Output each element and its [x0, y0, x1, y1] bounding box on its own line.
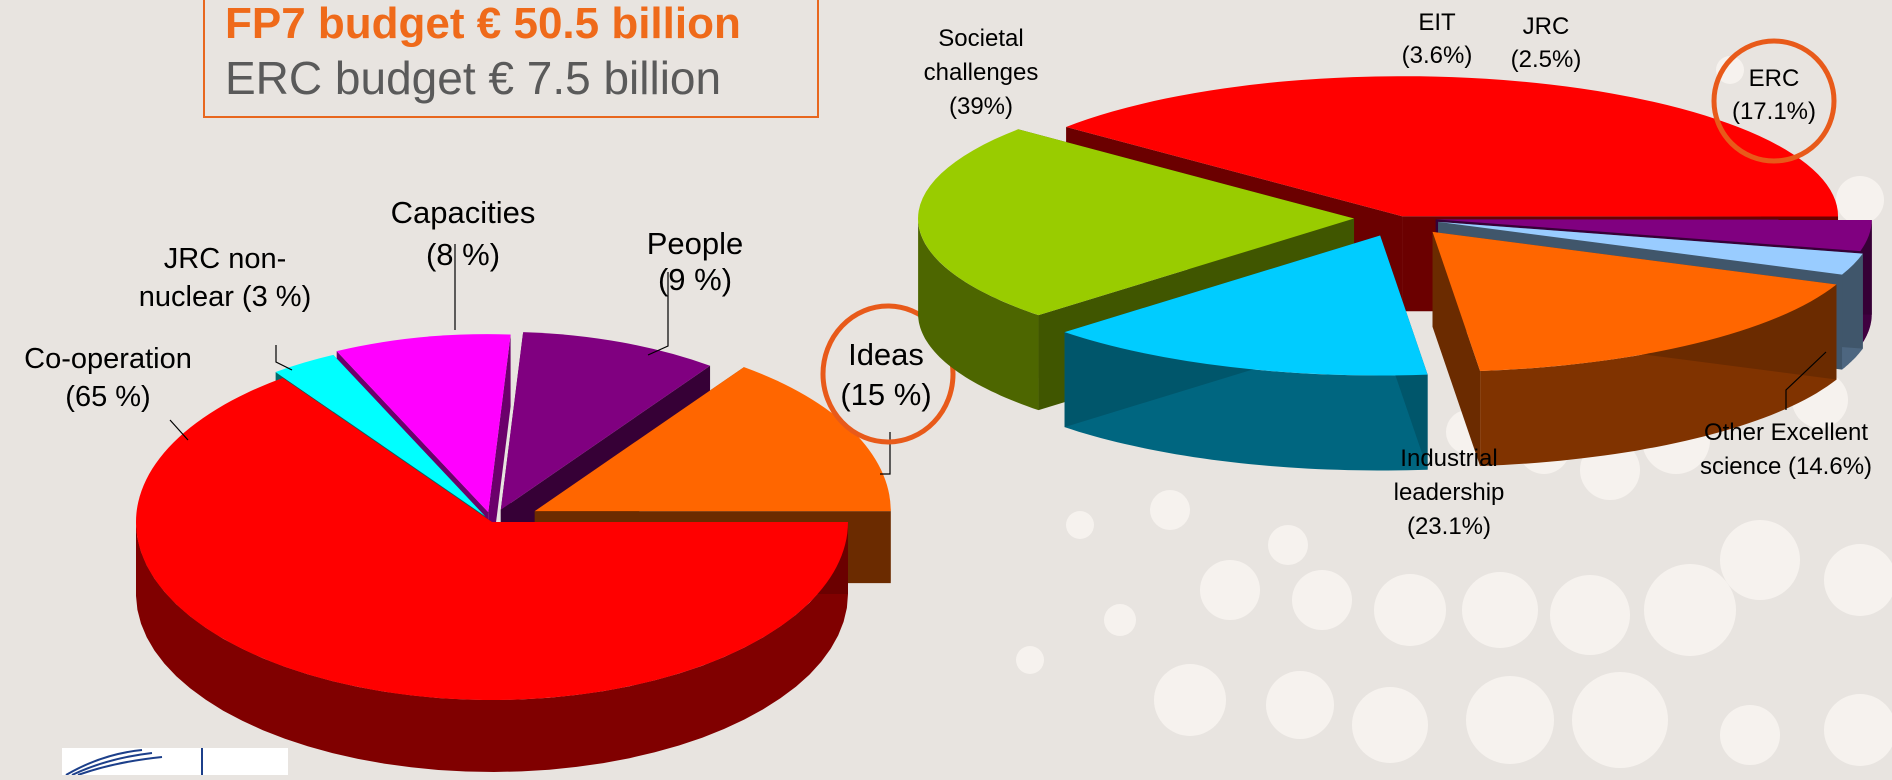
slice-label: (9 %): [658, 262, 732, 297]
slice-label: (3.6%): [1402, 42, 1473, 69]
bubble-decoration: [1466, 676, 1554, 764]
slice-label: Co-operation: [24, 343, 192, 375]
bubble-decoration: [1462, 572, 1538, 648]
bubble-decoration: [1200, 560, 1260, 620]
slice-label: Ideas: [848, 337, 924, 372]
slice-label: (39%): [949, 93, 1013, 120]
slice-label: (2.5%): [1511, 46, 1582, 73]
bubble-decoration: [1824, 694, 1892, 766]
bubble-decoration: [1016, 646, 1044, 674]
label-leader-line: [170, 420, 188, 440]
bubble-decoration: [1572, 672, 1668, 768]
slice-label: Capacities: [391, 195, 536, 230]
slice-label: (17.1%): [1732, 98, 1816, 125]
slice-label: nuclear (3 %): [139, 281, 311, 313]
slice-label: EIT: [1418, 9, 1456, 36]
bubble-decoration: [1644, 564, 1736, 656]
bubble-decoration: [1720, 705, 1780, 765]
slice-label: leadership: [1394, 479, 1505, 506]
slice-label: Societal: [938, 25, 1023, 52]
bubble-decoration: [1154, 664, 1226, 736]
bubble-decoration: [1268, 525, 1308, 565]
bubble-decoration: [1266, 671, 1334, 739]
logo: [62, 748, 288, 775]
bubble-decoration: [1292, 570, 1352, 630]
slice-label: Industrial: [1400, 445, 1497, 472]
bubble-decoration: [1104, 604, 1136, 636]
slice-label: (65 %): [65, 381, 150, 413]
slice-label: (8 %): [426, 237, 500, 272]
horizon2020-pie-chart: Societal challenges (39%) EIT (3.6%) JRC (2.5%…: [918, 9, 1872, 540]
slice-label: science (14.6%): [1700, 453, 1872, 480]
slice-label: JRC: [1523, 13, 1570, 40]
bubble-decoration: [1824, 544, 1892, 616]
bubble-decoration: [1150, 490, 1190, 530]
bubble-decoration: [1352, 687, 1428, 763]
slice-label: JRC non-: [164, 243, 287, 275]
bubble-decoration: [1374, 574, 1446, 646]
slice-label: (23.1%): [1407, 513, 1491, 540]
label-leader-line: [880, 432, 890, 474]
fp7-pie-chart: Co-operation (65 %) JRC non-nuclear (3 %) C…: [24, 195, 953, 772]
slice-label: ERC: [1749, 65, 1800, 92]
bubble-decoration: [1066, 511, 1094, 539]
slice-label: challenges: [924, 59, 1039, 86]
bubble-decoration: [1550, 575, 1630, 655]
slice-label: People: [647, 226, 744, 261]
slice-label: Other Excellent: [1704, 419, 1868, 446]
bubble-decoration: [1720, 520, 1800, 600]
label-leader-line: [276, 345, 292, 370]
slice-label: (15 %): [840, 377, 931, 412]
bubble-decoration: [1836, 176, 1884, 224]
